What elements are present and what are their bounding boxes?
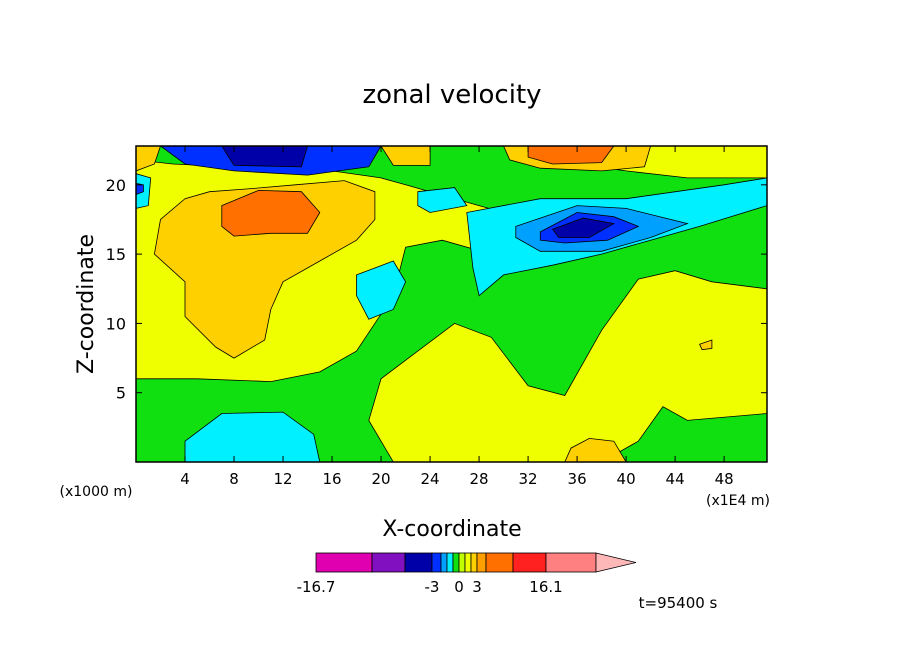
colorbar-label: -3 — [425, 578, 440, 596]
colorbar-segment — [371, 552, 406, 573]
colorbar-segment — [458, 552, 466, 573]
colorbar-segment — [452, 552, 460, 573]
y-axis-ticks: 5 10 15 20 — [106, 176, 767, 403]
colorbar-segment — [512, 552, 547, 573]
chart-title: zonal velocity — [362, 80, 541, 110]
x-tick-label: 24 — [421, 470, 440, 488]
contour-region-orange — [699, 339, 713, 351]
colorbar-label: 16.1 — [529, 578, 562, 596]
y-tick-label: 10 — [106, 314, 126, 333]
colorbar-label: -16.7 — [297, 578, 336, 596]
y-tick-label: 15 — [106, 245, 126, 264]
time-label: t=95400 s — [639, 594, 718, 612]
y-unit-label: (x1E4 m) — [706, 493, 770, 509]
contour-regions — [135, 145, 768, 463]
x-tick-label: 4 — [180, 470, 190, 488]
x-tick-label: 8 — [229, 470, 239, 488]
contour-region-yellow — [368, 270, 768, 463]
colorbar-segment — [446, 552, 454, 573]
x-tick-label: 44 — [666, 470, 685, 488]
colorbar-label: 0 — [454, 578, 464, 596]
y-tick-label: 20 — [106, 176, 126, 195]
x-tick-label: 28 — [470, 470, 489, 488]
plot-area — [135, 145, 768, 463]
colorbar-segment — [464, 552, 472, 573]
x-axis-label: X-coordinate — [382, 517, 521, 542]
colorbar-segment — [470, 552, 478, 573]
plot-frame — [135, 145, 768, 463]
colorbar-label: 3 — [472, 578, 482, 596]
x-tick-label: 20 — [372, 470, 391, 488]
x-tick-label: 40 — [617, 470, 636, 488]
contour-region-cyan — [356, 260, 407, 320]
contour-region-darkblue — [551, 217, 615, 238]
contour-region-orange — [153, 180, 376, 359]
colorbar-segment — [440, 552, 448, 573]
colorbar-labels: -16.7 -3 0 3 16.1 — [297, 578, 563, 596]
colorbar-segment — [431, 552, 442, 573]
x-tick-label: 32 — [519, 470, 538, 488]
x-unit-label: (x1000 m) — [60, 484, 133, 500]
colorbar-segment — [545, 552, 597, 573]
contour-region-darkblue — [221, 145, 309, 168]
x-axis-ticks: 4 8 12 16 20 24 28 32 36 40 44 48 — [180, 146, 734, 488]
colorbar-segment — [476, 552, 487, 573]
y-axis-label: Z-coordinate — [74, 234, 99, 374]
colorbar-segment — [485, 552, 514, 573]
x-tick-label: 16 — [322, 470, 341, 488]
colorbar-extension-arrow — [595, 552, 637, 573]
colorbar-segment — [404, 552, 433, 573]
y-tick-label: 5 — [116, 384, 126, 403]
x-tick-label: 12 — [273, 470, 292, 488]
colorbar-segment — [315, 552, 373, 573]
x-tick-label: 36 — [568, 470, 587, 488]
x-tick-label: 48 — [715, 470, 734, 488]
colorbar — [315, 552, 637, 573]
contour-region-cyan — [417, 187, 468, 213]
contour-region-darkorange — [221, 189, 321, 237]
